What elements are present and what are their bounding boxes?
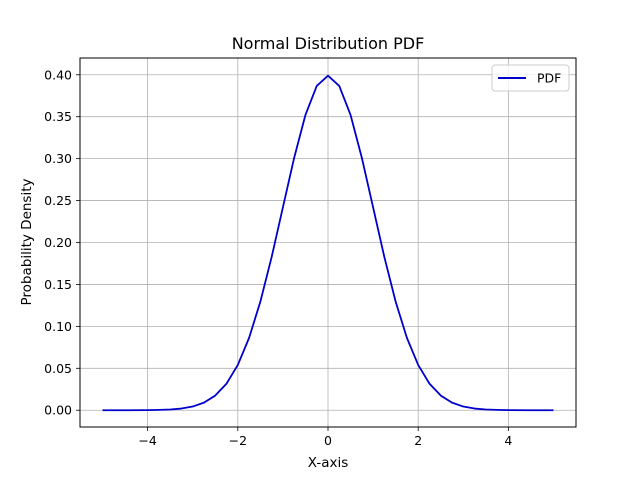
chart-title: Normal Distribution PDF xyxy=(232,34,425,53)
y-tick-label: 0.10 xyxy=(44,319,72,334)
legend-box xyxy=(491,64,570,92)
y-tick-label: 0.25 xyxy=(44,193,72,208)
x-tick-label: 4 xyxy=(504,433,512,448)
legend-label-pdf: PDF xyxy=(537,71,561,86)
x-tick-label: 0 xyxy=(324,433,332,448)
y-tick-label: 0.15 xyxy=(44,277,72,292)
x-tick-label: −2 xyxy=(229,433,247,448)
legend: PDF xyxy=(491,64,570,92)
y-axis-label: Probability Density xyxy=(19,179,35,306)
y-tick-label: 0.00 xyxy=(44,403,72,418)
y-tick-label: 0.05 xyxy=(44,361,72,376)
series-layer xyxy=(102,74,554,412)
ticks: −4 −2 0 2 4 0.00 0.05 0.10 0.15 0.20 0.25 0.30 0.35 0… xyxy=(44,67,512,448)
series-line-pdf xyxy=(102,74,554,412)
grid xyxy=(80,58,576,427)
y-tick-label: 0.20 xyxy=(44,235,72,250)
y-tick-label: 0.40 xyxy=(44,67,72,82)
x-axis-label: X-axis xyxy=(308,455,349,471)
x-tick-label: −4 xyxy=(138,433,156,448)
y-tick-label: 0.35 xyxy=(44,109,72,124)
x-tick-label: 2 xyxy=(414,433,422,448)
y-tick-label: 0.30 xyxy=(44,151,72,166)
